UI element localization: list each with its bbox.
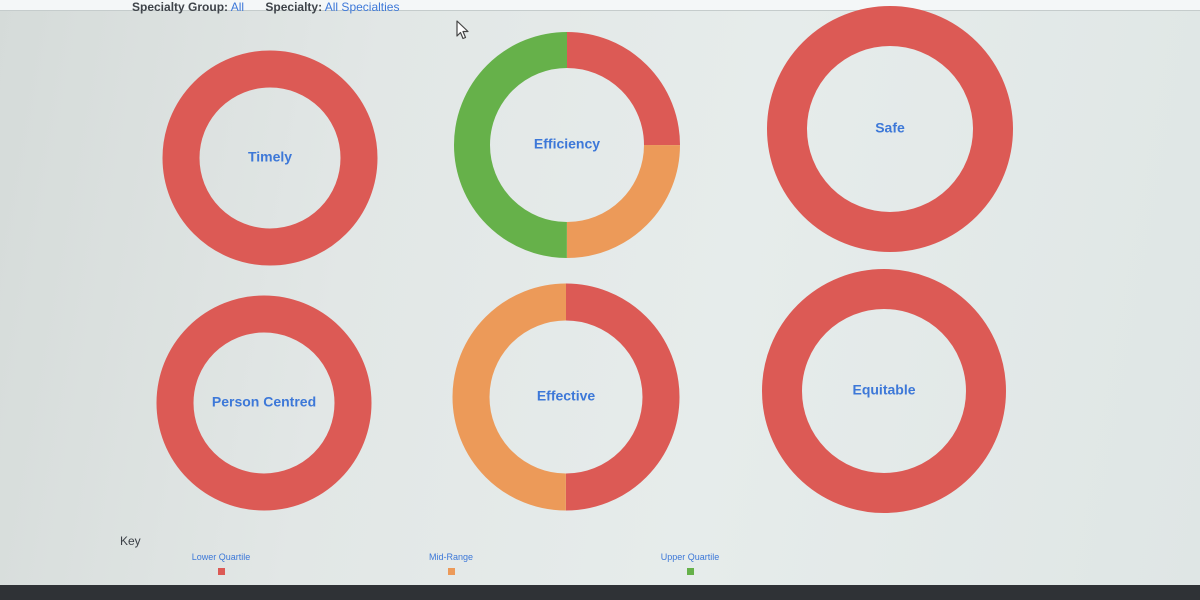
donut-title: Efficiency — [534, 136, 600, 152]
donut-slice-mid-range[interactable] — [454, 32, 680, 258]
legend-label: Mid-Range — [428, 552, 474, 562]
donut-title: Equitable — [852, 382, 915, 398]
donut-timely: Timely — [162, 50, 378, 266]
legend-swatch — [447, 568, 455, 575]
browser-top-strip — [0, 0, 1200, 11]
legend-item-upper-quartile: Upper Quartile — [620, 552, 760, 580]
donut-safe: Safe — [767, 6, 1013, 252]
donut-person-centred: Person Centred — [156, 295, 372, 511]
donut-slice-lower-quartile[interactable] — [767, 6, 1013, 252]
legend-label: Upper Quartile — [660, 552, 720, 562]
legend-swatch — [217, 568, 225, 575]
donut-slice-lower-quartile[interactable] — [762, 269, 1006, 513]
specialty-group-label: Specialty Group: — [132, 0, 229, 14]
legend-label: Lower Quartile — [191, 552, 251, 562]
specialty-group-filter[interactable]: All — [230, 0, 245, 14]
filter-bar: Specialty Group: All Specialty: All Spec… — [132, 0, 417, 14]
donut-equitable: Equitable — [762, 269, 1006, 513]
key-title: Key — [120, 534, 141, 548]
donut-title: Person Centred — [212, 394, 316, 410]
donut-slice-upper-quartile[interactable] — [454, 32, 680, 258]
donut-title: Timely — [248, 149, 292, 165]
dashboard-screen: Specialty Group: All Specialty: All Spec… — [0, 0, 1200, 585]
donut-title: Safe — [875, 120, 905, 136]
donut-slice-lower-quartile[interactable] — [156, 295, 372, 511]
donut-effective: Effective — [452, 283, 680, 511]
legend-item-lower-quartile: Lower Quartile — [151, 552, 291, 580]
donut-efficiency: Efficiency — [454, 32, 680, 258]
legend-item-mid-range: Mid-Range — [381, 552, 521, 580]
donut-slice-lower-quartile[interactable] — [162, 50, 378, 266]
donut-slice-mid-range[interactable] — [452, 283, 680, 511]
donut-charts: Timely Efficiency Safe Person Centred Effect… — [156, 6, 1013, 513]
specialty-filter[interactable]: All Specialties — [324, 0, 400, 14]
legend-swatch — [686, 568, 694, 575]
mouse-cursor-icon — [456, 20, 469, 40]
donut-title: Effective — [537, 388, 596, 404]
specialty-label: Specialty: — [265, 0, 323, 14]
